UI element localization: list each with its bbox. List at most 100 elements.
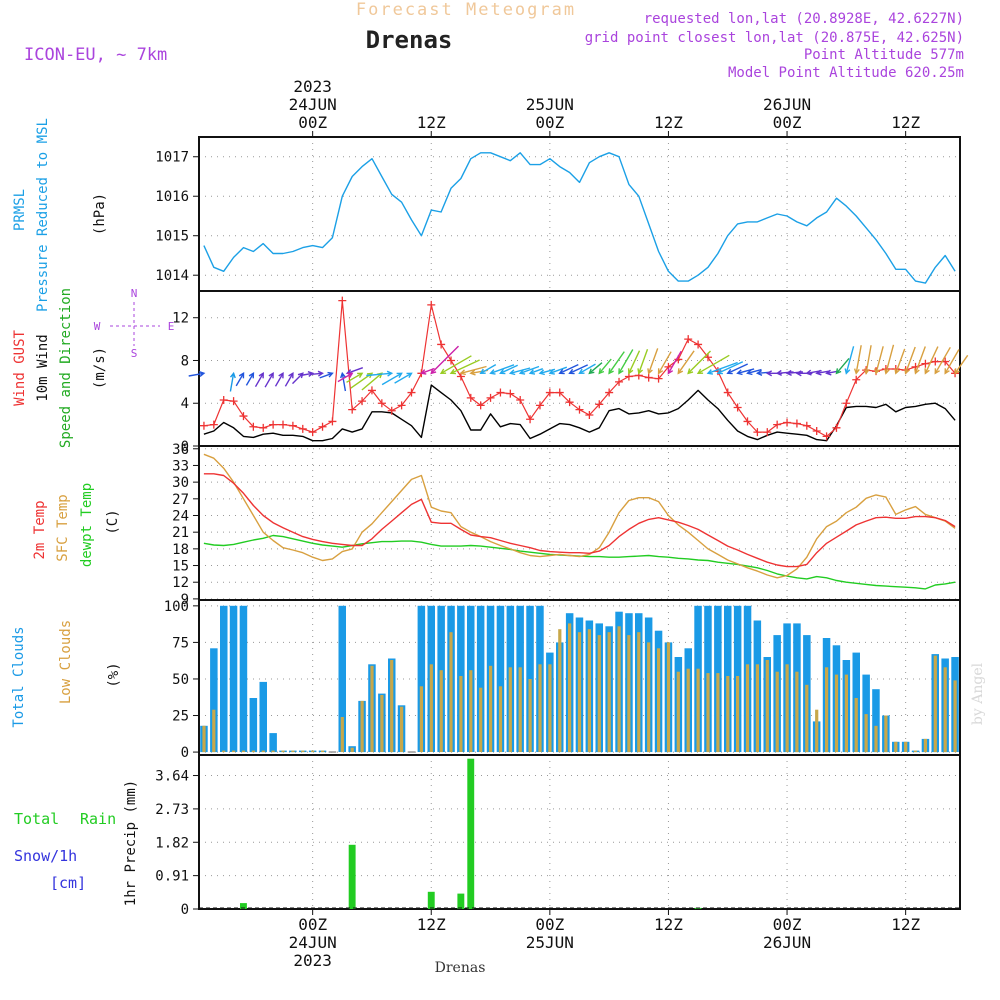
- wind-arrow-shaft: [460, 365, 487, 374]
- wind-arrow-head: [297, 372, 304, 379]
- temp-label-dewpt: dewpt Temp: [79, 483, 95, 567]
- wind-arrow-head: [588, 368, 595, 375]
- gust-marker: [466, 393, 475, 402]
- low-cloud-bar: [874, 725, 878, 753]
- low-cloud-bar: [291, 750, 295, 753]
- gust-marker: [358, 397, 367, 406]
- wind-arrow-head: [288, 372, 294, 379]
- wind-arrow-shaft: [648, 348, 659, 374]
- low-cloud-bar: [350, 747, 354, 753]
- wind-arrow-head: [248, 372, 255, 379]
- wind-unit: (m/s): [92, 347, 108, 389]
- wind-arrow-head: [775, 369, 782, 376]
- low-cloud-bar: [597, 635, 601, 753]
- wind-arrow-shaft: [274, 372, 284, 387]
- wind-arrow-head: [608, 368, 614, 375]
- low-cloud-bar: [844, 674, 848, 753]
- precip-label-total: Total: [14, 810, 59, 828]
- model-label: ICON-EU, ~ 7km: [24, 45, 167, 65]
- wind-arrow-shaft: [598, 358, 612, 374]
- pressure-unit: (hPa): [92, 193, 108, 235]
- wind-arrow-head: [548, 369, 555, 375]
- low-cloud-bar: [271, 750, 275, 753]
- low-cloud-bar: [825, 667, 829, 753]
- gust-marker: [476, 401, 485, 410]
- bottom-time-label: 25JUN: [526, 933, 574, 952]
- wind-arrow-head: [914, 368, 920, 375]
- wind-arrow-shaft: [361, 372, 383, 391]
- wind-arrow-shaft: [394, 372, 412, 384]
- temp-ytick-label: 36: [172, 442, 189, 458]
- wind-arrow-head: [317, 370, 324, 377]
- gust-marker: [219, 396, 228, 405]
- low-cloud-bar: [528, 679, 532, 753]
- wind-arrow-shaft: [510, 367, 531, 374]
- wind-arrow-shaft: [638, 349, 649, 374]
- wind-arrow-head: [944, 368, 950, 375]
- wind-arrow-shaft: [235, 372, 245, 387]
- compass-e: E: [168, 320, 175, 333]
- gust-marker: [931, 357, 940, 366]
- wind-arrow-shaft: [885, 344, 895, 374]
- wind-panel: 0 4 8 12: [172, 290, 969, 455]
- gust-marker: [842, 399, 851, 408]
- precip-ytick-label: 0.91: [155, 869, 189, 885]
- low-cloud-bar: [469, 670, 473, 753]
- gust-marker: [506, 389, 515, 398]
- wind-arrow-head: [647, 368, 653, 375]
- gust-marker: [209, 420, 218, 429]
- temp-ytick-label: 12: [172, 575, 189, 591]
- low-cloud-bar: [943, 667, 947, 753]
- gust-marker: [535, 401, 544, 410]
- wind-arrow-shaft: [608, 351, 625, 374]
- wind-arrow-shaft: [816, 370, 830, 374]
- top-time-label: 2023: [293, 77, 332, 96]
- bottom-time-label: 00Z: [773, 915, 802, 934]
- wind-arrow-shaft: [904, 346, 916, 374]
- gust-marker: [239, 412, 248, 421]
- wind-arrow-shaft: [480, 363, 497, 374]
- gust-marker: [654, 374, 663, 383]
- wind-arrow-shaft: [747, 368, 762, 374]
- low-cloud-bar: [923, 738, 927, 753]
- wind-arrow-shaft: [895, 348, 906, 374]
- precip-label-rain: Rain: [80, 810, 116, 828]
- low-cloud-bar: [627, 635, 631, 753]
- gust-marker: [199, 421, 208, 430]
- wind-arrow-head: [479, 368, 486, 375]
- wind-arrow-head: [258, 372, 264, 379]
- gust-marker: [723, 388, 732, 397]
- wind-ytick-label: 0: [181, 439, 189, 455]
- wind-arrow-shaft: [579, 363, 596, 374]
- top-time-label: 00Z: [298, 113, 327, 132]
- gust-marker: [279, 420, 288, 429]
- wind-arrow-head: [874, 368, 880, 375]
- wind-arrow-head: [825, 369, 832, 376]
- wind-arrow-head: [406, 372, 413, 378]
- low-cloud-bar: [380, 695, 384, 752]
- low-cloud-bar: [637, 632, 641, 753]
- temp-ytick-label: 30: [172, 475, 189, 491]
- pressure-panel: 1014 1015 1016 1017: [155, 136, 961, 292]
- wind-arrow-head: [677, 368, 684, 375]
- wind-arrow-head: [229, 371, 236, 379]
- low-cloud-bar: [676, 671, 680, 753]
- gust-marker: [308, 428, 317, 437]
- wind-arrow-head: [386, 370, 394, 377]
- clouds-ytick-label: 0: [181, 745, 189, 761]
- gust-marker: [694, 340, 703, 349]
- gust-marker: [328, 417, 337, 426]
- wind-arrow-shaft: [727, 363, 748, 374]
- gust-marker: [229, 397, 238, 406]
- point-altitude: Point Altitude 577m: [804, 47, 964, 63]
- wind-arrow-head: [568, 368, 575, 375]
- wind-arrow-shaft: [845, 346, 855, 374]
- gust-marker: [338, 296, 347, 305]
- wind-arrow-shaft: [677, 350, 695, 374]
- wind-arrow-head: [528, 369, 536, 375]
- wind-arrow-shaft: [254, 372, 264, 388]
- wind-arrow-head: [716, 368, 723, 375]
- clouds-panel: 0 25 50 75 100: [164, 599, 961, 761]
